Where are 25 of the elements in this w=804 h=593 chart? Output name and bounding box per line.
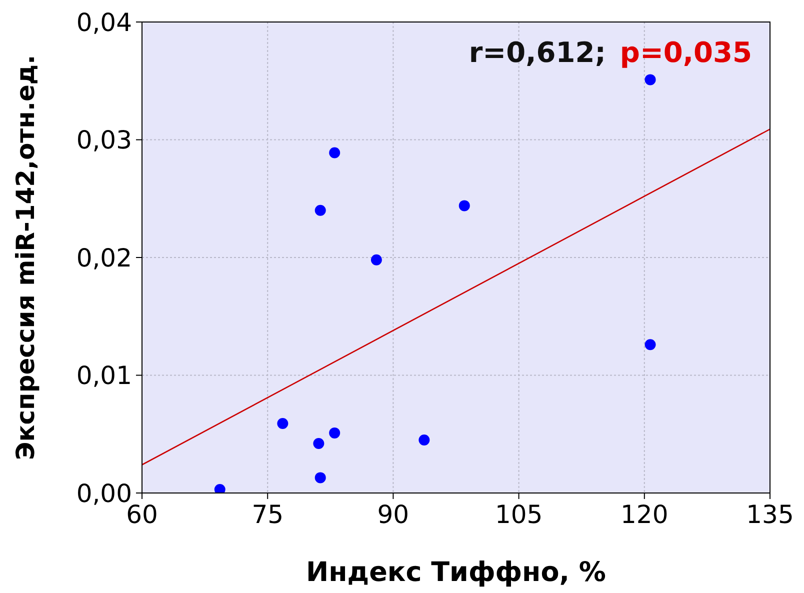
point [458, 200, 470, 212]
y-tick-label: 0,01 [76, 361, 132, 390]
x-tick-label: 105 [494, 500, 543, 529]
x-tick-label: 75 [252, 500, 284, 529]
y-tick-label: 0,02 [76, 243, 132, 272]
x-tick-label: 90 [377, 500, 410, 529]
annotation: p=0,035 [620, 36, 752, 69]
x-axis-title: Индекс Тиффно, % [306, 557, 606, 588]
y-axis-title: Экспрессия miR-142,отн.ед. [11, 54, 40, 460]
point [329, 427, 340, 438]
x-tick-label: 120 [620, 500, 668, 529]
point [644, 339, 656, 350]
point [329, 147, 340, 158]
point [314, 204, 326, 216]
y-tick-label: 0,03 [76, 126, 132, 154]
x-tick-label: 135 [746, 500, 794, 529]
point [644, 74, 656, 86]
annotation: r=0,612; [468, 36, 606, 69]
point [370, 254, 382, 266]
point [313, 438, 324, 450]
y-tick-label: 0,04 [76, 8, 132, 37]
point [418, 434, 430, 446]
point [214, 484, 226, 493]
point [277, 418, 288, 430]
point [314, 472, 326, 484]
